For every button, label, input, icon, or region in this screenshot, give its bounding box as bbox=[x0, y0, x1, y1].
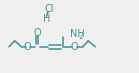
Text: O: O bbox=[71, 42, 78, 52]
Text: O: O bbox=[33, 28, 41, 38]
Text: Cl: Cl bbox=[45, 4, 54, 14]
Text: H: H bbox=[43, 14, 50, 24]
Text: 2: 2 bbox=[79, 32, 83, 41]
Text: O: O bbox=[24, 42, 32, 52]
Text: NH: NH bbox=[70, 29, 85, 39]
